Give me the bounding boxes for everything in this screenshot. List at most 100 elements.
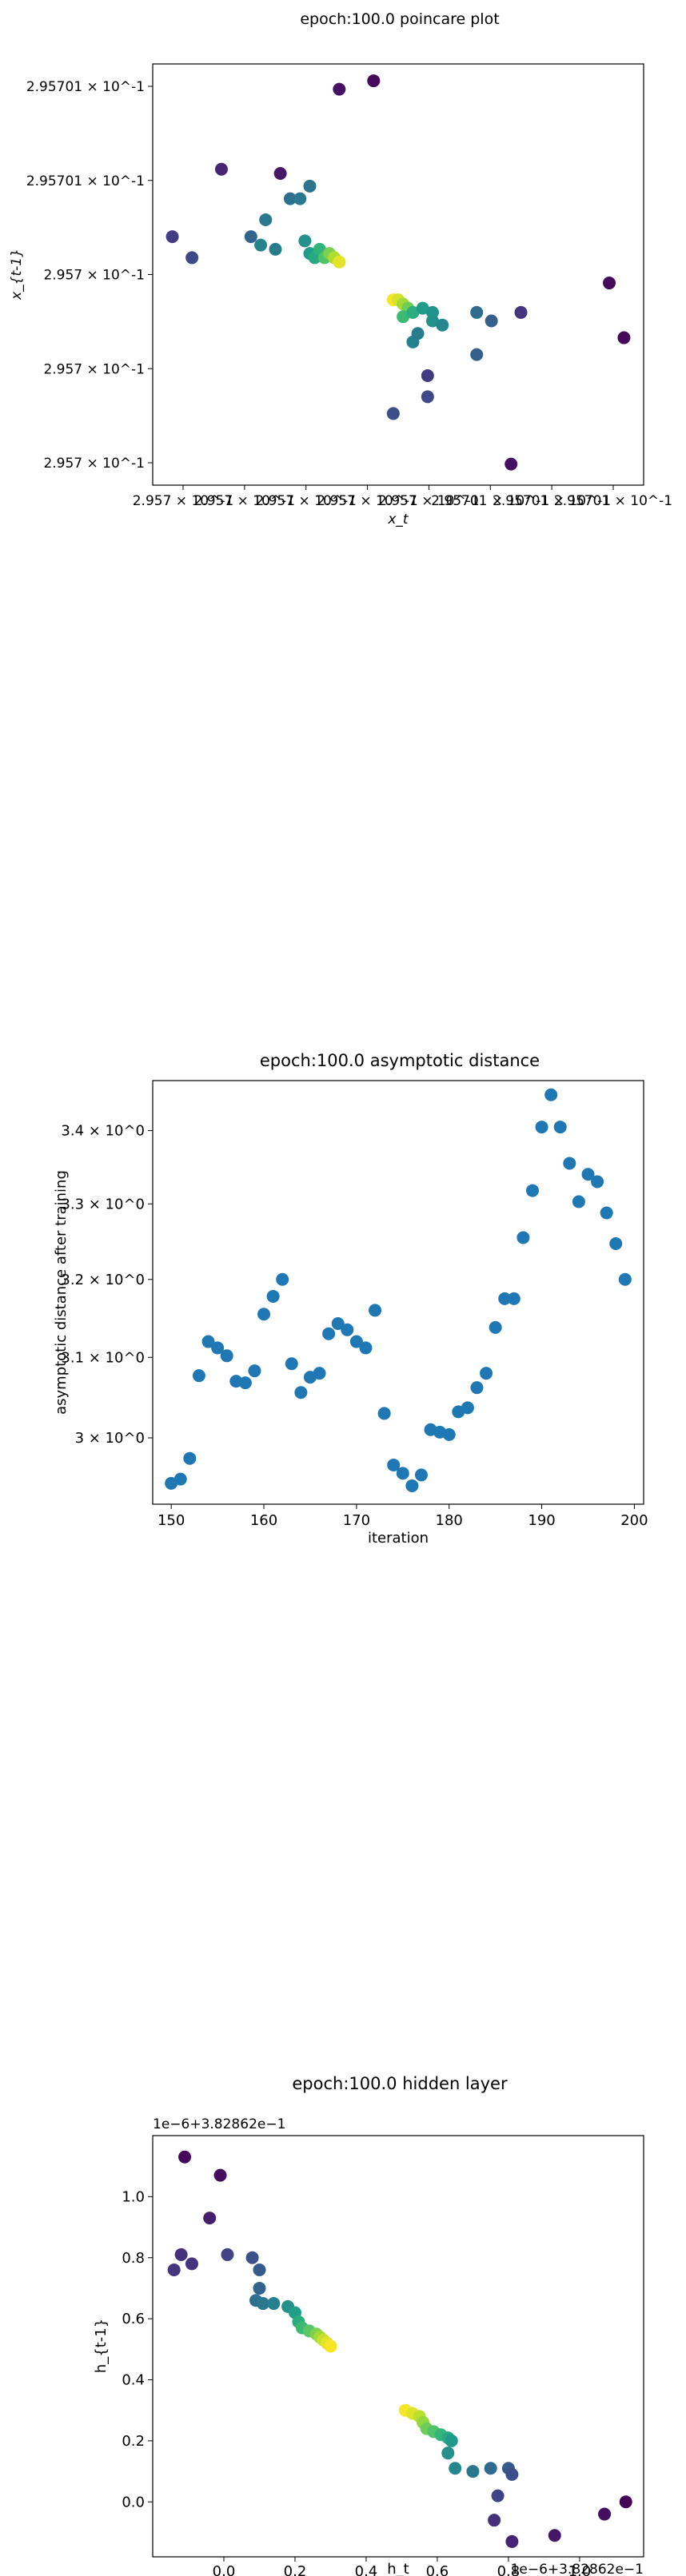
data-point xyxy=(253,2281,266,2295)
x-axis-label: x_t xyxy=(387,512,409,528)
x-offset-label: 1e−6+3.82862e−1 xyxy=(511,2562,644,2576)
data-point xyxy=(405,1479,419,1492)
data-point xyxy=(507,1292,520,1305)
data-point xyxy=(341,1323,354,1336)
data-point xyxy=(619,2495,632,2509)
data-point xyxy=(416,301,429,315)
data-point xyxy=(441,2447,455,2460)
y-axis-label: h_{t-1} xyxy=(93,2319,110,2373)
data-point xyxy=(248,1364,261,1378)
data-point xyxy=(411,327,425,340)
y-tick-label: 0.8 xyxy=(122,2250,145,2267)
data-point xyxy=(324,2339,337,2353)
y-tick-label: 3.3 × 10^0 xyxy=(61,1196,145,1212)
data-point xyxy=(445,2434,458,2447)
x-tick-label: 2.95701 × 10^-1 xyxy=(431,493,549,509)
data-point xyxy=(535,1121,548,1134)
data-point xyxy=(185,251,199,265)
data-point xyxy=(489,1320,502,1334)
data-point xyxy=(211,1341,225,1355)
data-point xyxy=(505,2534,519,2548)
y-tick-label: 2.957 × 10^-1 xyxy=(43,268,145,284)
scatter-points xyxy=(165,1088,632,1492)
data-point xyxy=(470,305,484,319)
x-tick-label: 2.95701 × 10^-1 xyxy=(493,493,611,509)
data-point xyxy=(298,234,312,248)
data-point xyxy=(609,1236,623,1250)
x-ticks: 2.957 × 10^-12.957 × 10^-12.957 × 10^-12… xyxy=(133,485,672,509)
data-point xyxy=(244,230,257,244)
x-tick-label: 170 xyxy=(343,1512,370,1529)
y-axis-label: asymptotic distance after training xyxy=(53,1170,70,1415)
data-point xyxy=(369,1304,382,1317)
data-point xyxy=(436,318,449,332)
data-point xyxy=(203,2212,217,2225)
chart-title: epoch:100.0 asymptotic distance xyxy=(260,1051,540,1070)
y-tick-label: 0.6 xyxy=(122,2311,145,2327)
x-axis-label: h_t xyxy=(387,2561,409,2576)
scatter-points xyxy=(167,2150,632,2548)
data-point xyxy=(331,1316,345,1330)
chart-title: epoch:100.0 hidden layer xyxy=(292,2074,508,2093)
data-point xyxy=(466,2465,480,2478)
y-tick-label: 0.0 xyxy=(122,2494,145,2510)
data-point xyxy=(505,2467,519,2481)
x-tick-label: 1.0 xyxy=(568,2563,592,2576)
data-point xyxy=(276,1272,289,1286)
data-point xyxy=(167,2263,181,2277)
data-point xyxy=(498,1292,512,1305)
data-point xyxy=(548,2529,561,2542)
y-tick-label: 0.4 xyxy=(122,2372,145,2389)
data-point xyxy=(201,1335,215,1348)
data-point xyxy=(293,192,307,205)
data-point xyxy=(267,2297,281,2311)
asymptotic-distance-chart: epoch:100.0 asymptotic distance 3 × 10^0… xyxy=(53,1051,648,1547)
data-point xyxy=(516,1231,530,1244)
x-tick-label: 200 xyxy=(620,1512,648,1529)
data-point xyxy=(221,2248,234,2261)
data-point xyxy=(333,255,346,269)
x-tick-label: 160 xyxy=(250,1512,277,1529)
x-tick-label: 190 xyxy=(528,1512,555,1529)
data-point xyxy=(166,230,179,244)
data-point xyxy=(285,1357,298,1371)
data-point xyxy=(488,2514,501,2527)
x-tick-label: 2.957 × 10^-1 xyxy=(133,493,234,509)
data-point xyxy=(421,390,434,404)
y-tick-label: 2.95701 × 10^-1 xyxy=(26,173,145,189)
data-point xyxy=(598,2507,612,2521)
y-tick-label: 3.4 × 10^0 xyxy=(61,1123,145,1140)
data-point xyxy=(600,1206,613,1220)
data-point xyxy=(254,238,268,252)
data-point xyxy=(425,314,439,328)
data-point xyxy=(245,2251,259,2264)
hidden-layer-chart: epoch:100.0 hidden layer 1e−6+3.82862e−1… xyxy=(93,2074,644,2576)
y-tick-label: 3.1 × 10^0 xyxy=(61,1349,145,1366)
x-tick-label: 180 xyxy=(436,1512,463,1529)
data-point xyxy=(505,457,518,471)
data-point xyxy=(618,1272,632,1286)
data-point xyxy=(491,2489,505,2502)
data-point xyxy=(359,1341,373,1355)
x-tick-label: 2.957 × 10^-1 xyxy=(255,493,357,509)
plot-frame xyxy=(152,2135,644,2558)
x-tick-label: 0.6 xyxy=(426,2563,449,2576)
data-point xyxy=(581,1168,595,1181)
data-point xyxy=(283,192,297,205)
data-point xyxy=(525,1184,539,1197)
data-point xyxy=(484,2462,497,2475)
data-point xyxy=(266,1289,280,1303)
data-point xyxy=(303,179,317,193)
data-point xyxy=(183,1451,197,1465)
data-point xyxy=(572,1195,585,1208)
x-tick-label: 0.0 xyxy=(213,2563,236,2576)
data-point xyxy=(313,1367,326,1380)
y-tick-label: 2.95701 × 10^-1 xyxy=(26,79,145,95)
data-point xyxy=(173,1472,187,1486)
data-point xyxy=(294,1386,308,1399)
data-point xyxy=(544,1088,558,1101)
data-point xyxy=(386,407,400,420)
x-tick-label: 2.957 × 10^-1 xyxy=(317,493,418,509)
data-point xyxy=(553,1121,567,1134)
x-tick-label: 2.957 × 10^-1 xyxy=(378,493,480,509)
